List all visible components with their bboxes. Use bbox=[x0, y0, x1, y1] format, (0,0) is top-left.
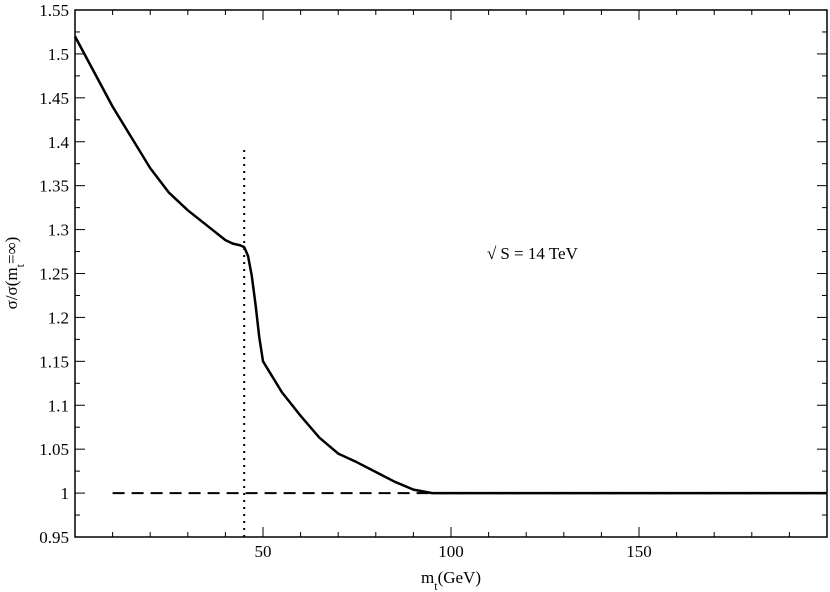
plot-frame bbox=[74, 9, 828, 538]
y-tick-label: 1.1 bbox=[48, 396, 69, 415]
ticks: 50 100 150 0.95 1 1.05 1.1 1.15 1.2 1.25 1.3 1.35 1.… bbox=[39, 1, 827, 561]
y-tick-label: 1.45 bbox=[39, 89, 69, 108]
ratio-curve bbox=[73, 35, 827, 495]
y-tick-label: 1.15 bbox=[39, 352, 69, 371]
y-tick-label: 1.2 bbox=[48, 308, 69, 327]
y-tick-label: 1.55 bbox=[39, 1, 69, 20]
y-axis-label: σ/σ(mt=∞) bbox=[2, 237, 27, 310]
y-tick-label: 1.35 bbox=[39, 177, 69, 196]
y-tick-label: 1.3 bbox=[48, 221, 69, 240]
y-tick-label: 1.05 bbox=[39, 440, 69, 459]
y-tick-label: 0.95 bbox=[39, 528, 69, 547]
series-group bbox=[73, 35, 827, 537]
y-tick-label: 1 bbox=[61, 484, 70, 503]
x-tick-label: 50 bbox=[255, 542, 272, 561]
x-axis-label: mt(GeV) bbox=[421, 568, 481, 592]
y-tick-label: 1.4 bbox=[48, 133, 70, 152]
y-tick-label: 1.25 bbox=[39, 265, 69, 284]
energy-annotation: √ S = 14 TeV bbox=[487, 244, 579, 263]
x-tick-label: 150 bbox=[626, 542, 652, 561]
x-tick-label: 100 bbox=[438, 542, 464, 561]
y-tick-label: 1.5 bbox=[48, 45, 69, 64]
